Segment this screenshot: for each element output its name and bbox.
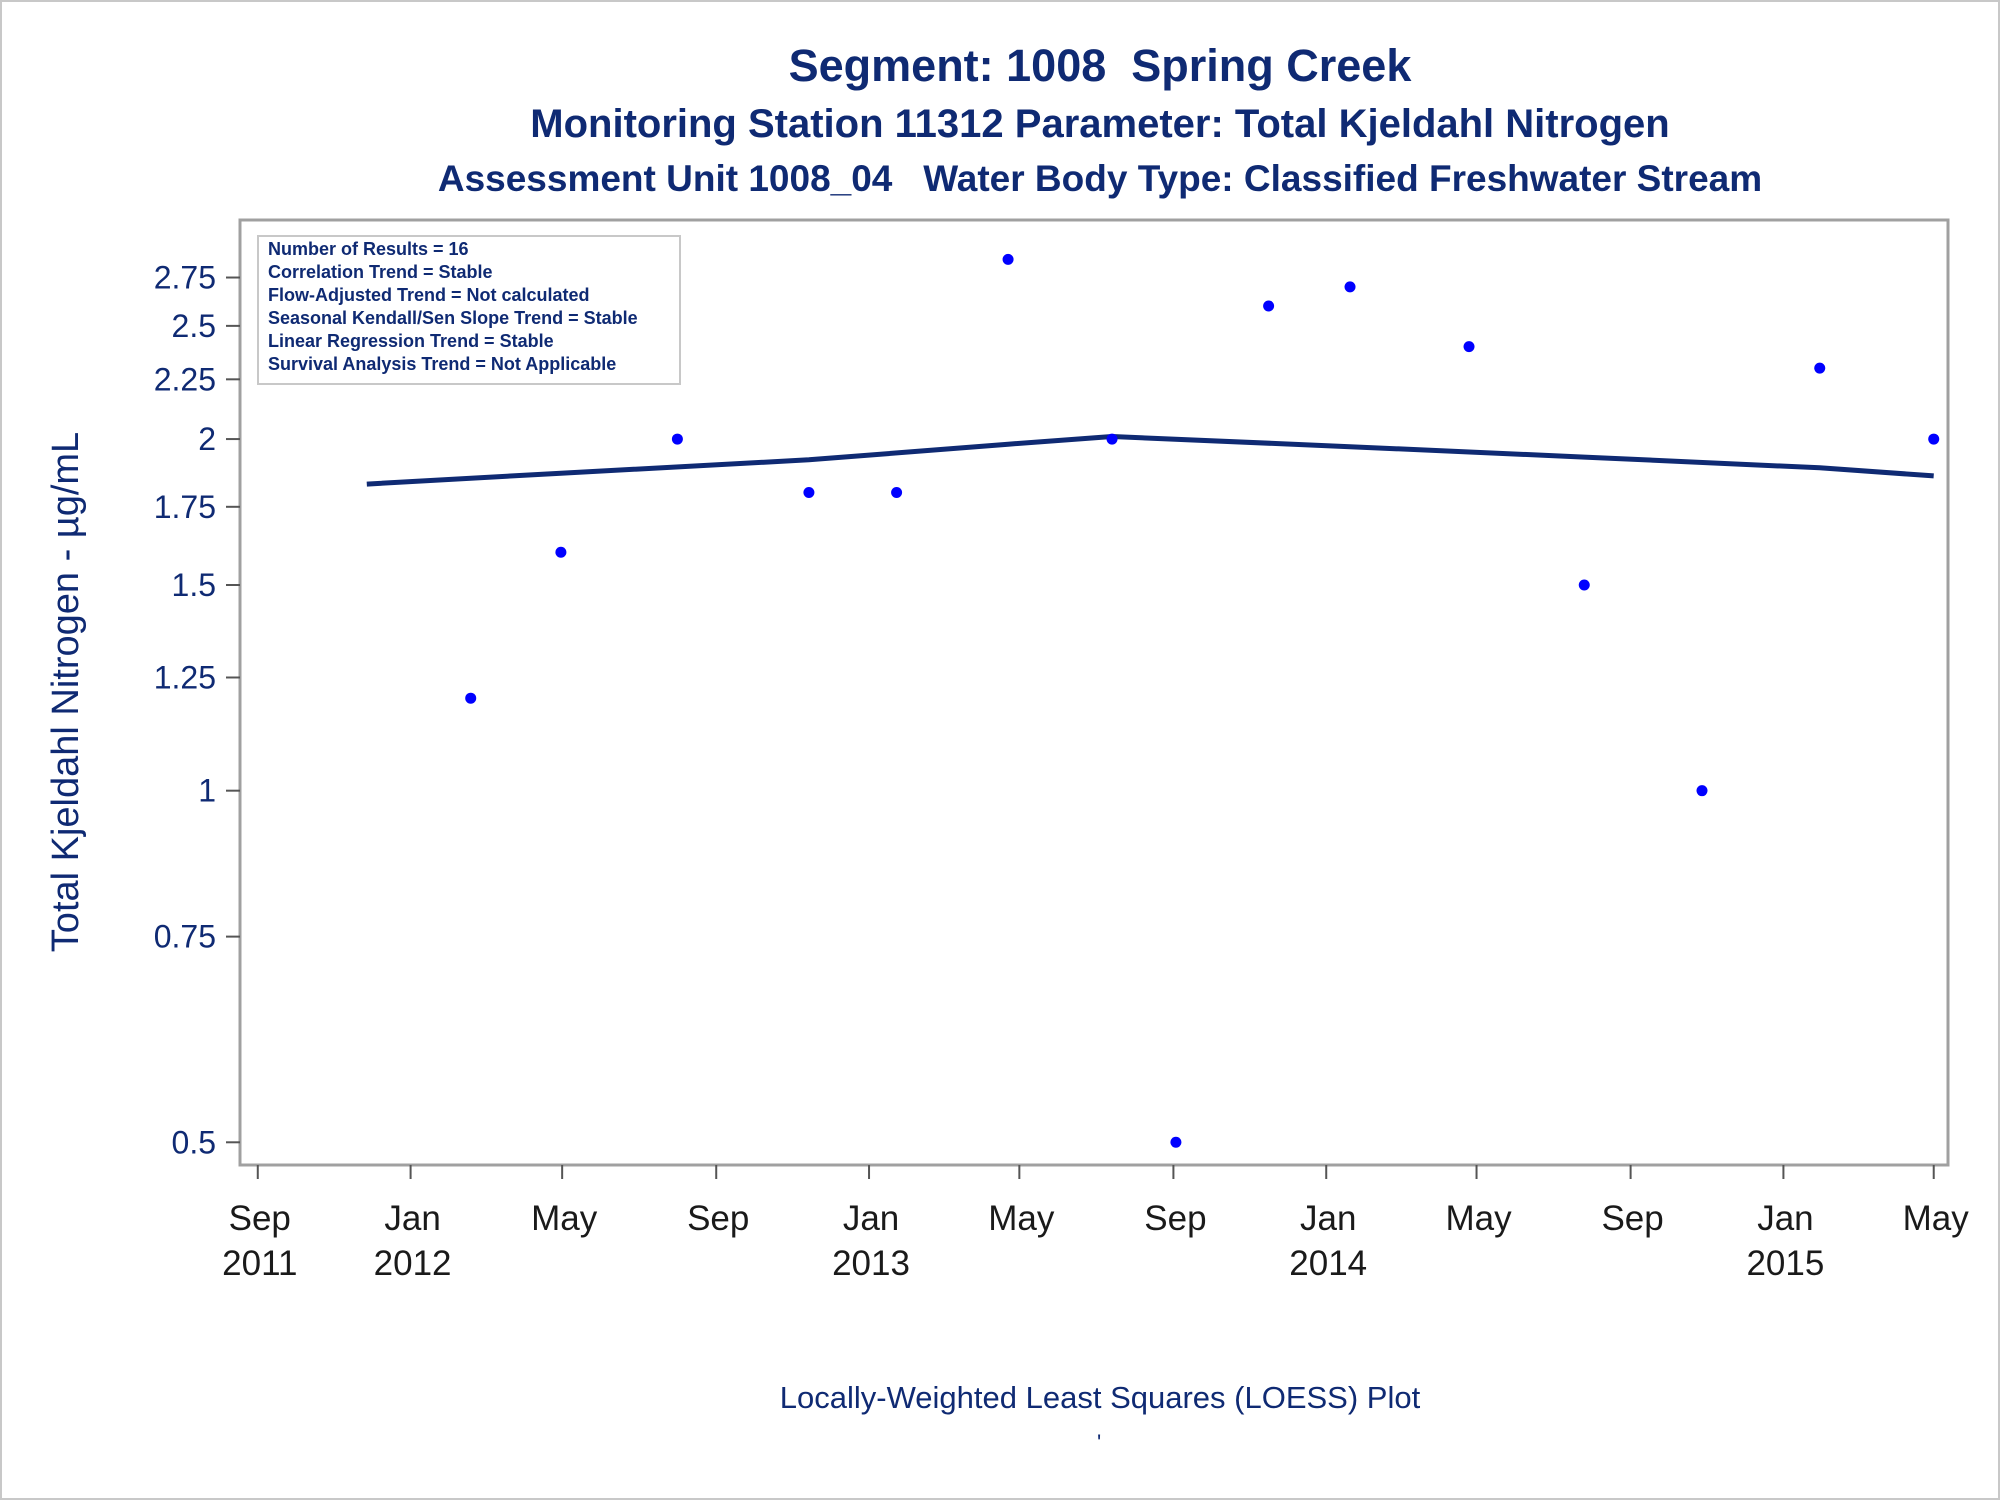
- data-point: [1106, 433, 1118, 445]
- chart-footnote: Locally-Weighted Least Squares (LOESS) P…: [779, 1380, 1421, 1415]
- y-tick-label: 0.5: [172, 1124, 216, 1160]
- data-point: [1463, 341, 1475, 353]
- y-tick-label: 0.75: [154, 919, 216, 955]
- y-axis-label: Total Kjeldahl Nitrogen - µg/mL: [45, 432, 87, 952]
- annotation-line: Survival Analysis Trend = Not Applicable: [268, 354, 616, 374]
- x-tick-year-label: 2015: [1746, 1244, 1824, 1283]
- annotation-line: Linear Regression Trend = Stable: [268, 331, 554, 351]
- x-tick-month-label: Jan: [1757, 1199, 1813, 1238]
- x-tick-month-label: Sep: [687, 1199, 749, 1238]
- x-tick-month-label: May: [1445, 1199, 1512, 1238]
- y-tick-label: 2.75: [154, 260, 216, 296]
- annotation-line: Seasonal Kendall/Sen Slope Trend = Stabl…: [268, 308, 638, 328]
- x-tick-month-label: May: [1903, 1199, 1970, 1238]
- data-point: [1344, 281, 1356, 293]
- footnote-mark: ': [1097, 1430, 1102, 1455]
- y-tick-label: 1: [198, 773, 216, 809]
- chart-title: Segment: 1008 Spring Creek: [788, 40, 1412, 91]
- annotation-line: Number of Results = 16: [268, 239, 469, 259]
- loess-trend-line: [366, 434, 1934, 487]
- plot-area-frame: [238, 218, 1950, 1167]
- x-tick-month-label: Sep: [229, 1199, 291, 1238]
- annotation-box: [257, 235, 681, 385]
- data-point: [671, 433, 683, 445]
- chart-subtitle: Monitoring Station 11312 Parameter: Tota…: [530, 102, 1670, 146]
- x-tick-year-label: 2011: [222, 1244, 297, 1283]
- data-point: [1170, 1136, 1182, 1148]
- x-tick-month-label: Jan: [843, 1199, 899, 1238]
- data-point: [1928, 433, 1940, 445]
- x-tick-month-label: May: [531, 1199, 598, 1238]
- x-tick-month-label: Sep: [1601, 1199, 1663, 1238]
- y-tick-label: 2.25: [154, 361, 216, 397]
- x-tick-month-label: May: [988, 1199, 1055, 1238]
- data-point: [803, 487, 815, 499]
- chart-subtitle-2: Assessment Unit 1008_04 Water Body Type:…: [437, 158, 1763, 199]
- data-point: [891, 487, 903, 499]
- data-point: [555, 546, 567, 558]
- y-tick-label: 1.75: [154, 489, 216, 525]
- x-tick-year-label: 2013: [832, 1244, 910, 1283]
- x-tick-year-label: 2014: [1289, 1244, 1367, 1283]
- data-point: [1578, 579, 1590, 591]
- y-tick-label: 2.5: [172, 308, 216, 344]
- x-tick-month-label: Jan: [384, 1199, 440, 1238]
- x-tick-month-label: Sep: [1144, 1199, 1206, 1238]
- annotation-line: Flow-Adjusted Trend = Not calculated: [268, 285, 590, 305]
- y-tick-label: 1.5: [172, 567, 216, 603]
- y-tick-label: 2: [198, 421, 216, 457]
- y-tick-label: 1.25: [154, 659, 216, 695]
- data-point: [1002, 253, 1014, 265]
- annotation-line: Correlation Trend = Stable: [268, 262, 493, 282]
- data-point: [465, 692, 477, 704]
- x-tick-month-label: Jan: [1300, 1199, 1356, 1238]
- data-point: [1696, 785, 1708, 797]
- x-tick-year-label: 2012: [374, 1244, 452, 1283]
- data-point: [1814, 362, 1826, 374]
- data-point: [1263, 300, 1275, 312]
